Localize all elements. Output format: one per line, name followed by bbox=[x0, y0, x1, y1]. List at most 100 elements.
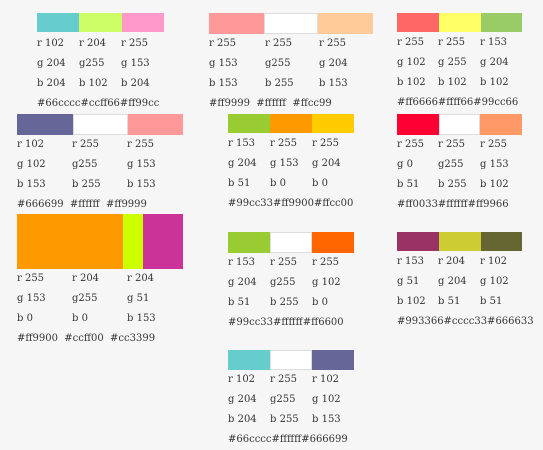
palette-6: r 255 r 255 r 255 g 0 g255 g 153 b 51 b 255 b … bbox=[397, 114, 522, 215]
g-value: g 204 bbox=[228, 277, 257, 288]
g-value: g 204 bbox=[228, 394, 257, 405]
r-value: r 204 bbox=[438, 256, 466, 267]
g-value: g 153 bbox=[270, 158, 299, 169]
color-swatch bbox=[439, 114, 480, 135]
color-swatch bbox=[439, 232, 481, 251]
b-value: b 204 bbox=[121, 78, 150, 89]
g-value: g 153 bbox=[17, 293, 46, 304]
palette-2: r 255 r 255 r 255 g 153 g255 g 204 b 153 b 25… bbox=[209, 13, 373, 114]
b-value: b 102 bbox=[397, 296, 426, 307]
b-value: b 153 bbox=[209, 78, 238, 89]
swatch-bar bbox=[17, 214, 183, 269]
palette-5: r 153 r 255 r 255 g 204 g 153 g 204 b 51 b 0 b… bbox=[228, 114, 354, 214]
color-swatch bbox=[312, 232, 354, 253]
r-value: r 255 bbox=[438, 37, 466, 48]
color-swatch bbox=[228, 350, 270, 370]
g-value: g 102 bbox=[397, 57, 426, 68]
palette-4: r 102 r 255 r 255 g 102 g255 g 153 b 153 b 25… bbox=[17, 114, 183, 215]
r-value: r 102 bbox=[228, 374, 256, 385]
b-value: b 51 bbox=[228, 178, 251, 189]
color-swatch bbox=[397, 13, 439, 32]
r-value: r 255 bbox=[312, 138, 340, 149]
r-value: r 204 bbox=[72, 273, 100, 284]
b-value: b 153 bbox=[319, 78, 348, 89]
swatch-bar bbox=[228, 114, 354, 133]
b-value: b 153 bbox=[127, 313, 156, 324]
r-value: r 255 bbox=[312, 257, 340, 268]
b-value: b 153 bbox=[17, 179, 46, 190]
r-value: r 255 bbox=[397, 139, 425, 150]
swatch-bar bbox=[37, 13, 164, 32]
g-value: g 153 bbox=[209, 58, 238, 69]
swatch-bar bbox=[397, 114, 522, 135]
color-swatch bbox=[79, 13, 122, 32]
b-value: b 102 bbox=[438, 77, 467, 88]
r-value: r 102 bbox=[17, 139, 45, 150]
r-value: r 255 bbox=[17, 273, 45, 284]
color-swatch bbox=[480, 114, 522, 135]
b-value: b 0 bbox=[312, 178, 328, 189]
color-swatch bbox=[37, 13, 79, 32]
g-value: g255 bbox=[265, 58, 291, 69]
hex-codes: #66cccc#ccff66#ff99cc bbox=[37, 98, 160, 109]
b-value: b 255 bbox=[265, 78, 294, 89]
color-swatch bbox=[270, 232, 312, 253]
swatch-bar bbox=[228, 350, 354, 370]
g-value: g 102 bbox=[480, 276, 509, 287]
g-value: g 204 bbox=[228, 158, 257, 169]
b-value: b 0 bbox=[72, 313, 88, 324]
palette-1: r 102 r 204 r 255 g 204 g255 g 153 b 204 b 10… bbox=[37, 13, 164, 114]
b-value: b 0 bbox=[17, 313, 33, 324]
color-swatch bbox=[312, 114, 354, 133]
color-swatch bbox=[318, 13, 373, 34]
r-value: r 255 bbox=[270, 138, 298, 149]
hex-codes: #ff0033#ffffff#ff9966 bbox=[397, 199, 509, 210]
color-swatch bbox=[128, 114, 183, 135]
r-value: r 255 bbox=[127, 139, 155, 150]
b-value: b 51 bbox=[438, 296, 461, 307]
hex-codes: #ff9900 #ccff00 #cc3399 bbox=[17, 333, 156, 344]
hex-codes: #666699 #ffffff #ff9999 bbox=[17, 199, 147, 210]
color-swatch bbox=[397, 114, 439, 135]
b-value: b 51 bbox=[228, 297, 251, 308]
color-swatch bbox=[123, 214, 143, 269]
color-swatch bbox=[312, 350, 354, 370]
r-value: r 255 bbox=[480, 139, 508, 150]
swatch-bar bbox=[228, 232, 354, 253]
swatch-bar bbox=[17, 114, 183, 135]
r-value: r 153 bbox=[397, 256, 425, 267]
g-value: g255 bbox=[72, 159, 98, 170]
r-value: r 255 bbox=[270, 374, 298, 385]
g-value: g 102 bbox=[312, 394, 341, 405]
color-swatch bbox=[264, 13, 318, 34]
color-swatch bbox=[122, 13, 164, 32]
g-value: g 0 bbox=[397, 159, 413, 170]
swatch-bar bbox=[397, 232, 522, 251]
color-swatch bbox=[209, 13, 264, 34]
b-value: b 204 bbox=[37, 78, 66, 89]
r-value: r 255 bbox=[209, 38, 237, 49]
b-value: b 255 bbox=[72, 179, 101, 190]
swatch-bar bbox=[209, 13, 373, 34]
g-value: g 204 bbox=[37, 58, 66, 69]
r-value: r 153 bbox=[228, 257, 256, 268]
g-value: g 204 bbox=[319, 58, 348, 69]
b-value: b 51 bbox=[397, 179, 420, 190]
g-value: g 51 bbox=[397, 276, 420, 287]
r-value: r 153 bbox=[480, 37, 508, 48]
b-value: b 255 bbox=[270, 414, 299, 425]
r-value: r 255 bbox=[265, 38, 293, 49]
r-value: r 153 bbox=[228, 138, 256, 149]
color-swatch bbox=[73, 114, 128, 135]
color-swatch bbox=[397, 232, 439, 251]
color-swatch bbox=[228, 232, 270, 253]
b-value: b 0 bbox=[312, 297, 328, 308]
r-value: r 102 bbox=[480, 256, 508, 267]
r-value: r 255 bbox=[438, 139, 466, 150]
g-value: g255 bbox=[438, 159, 464, 170]
palette-8: r 153 r 255 r 255 g 204 g255 g 102 b 51 b 255… bbox=[228, 232, 354, 333]
g-value: g255 bbox=[72, 293, 98, 304]
g-value: g255 bbox=[270, 394, 296, 405]
g-value: g255 bbox=[270, 277, 296, 288]
color-swatch bbox=[228, 114, 270, 133]
